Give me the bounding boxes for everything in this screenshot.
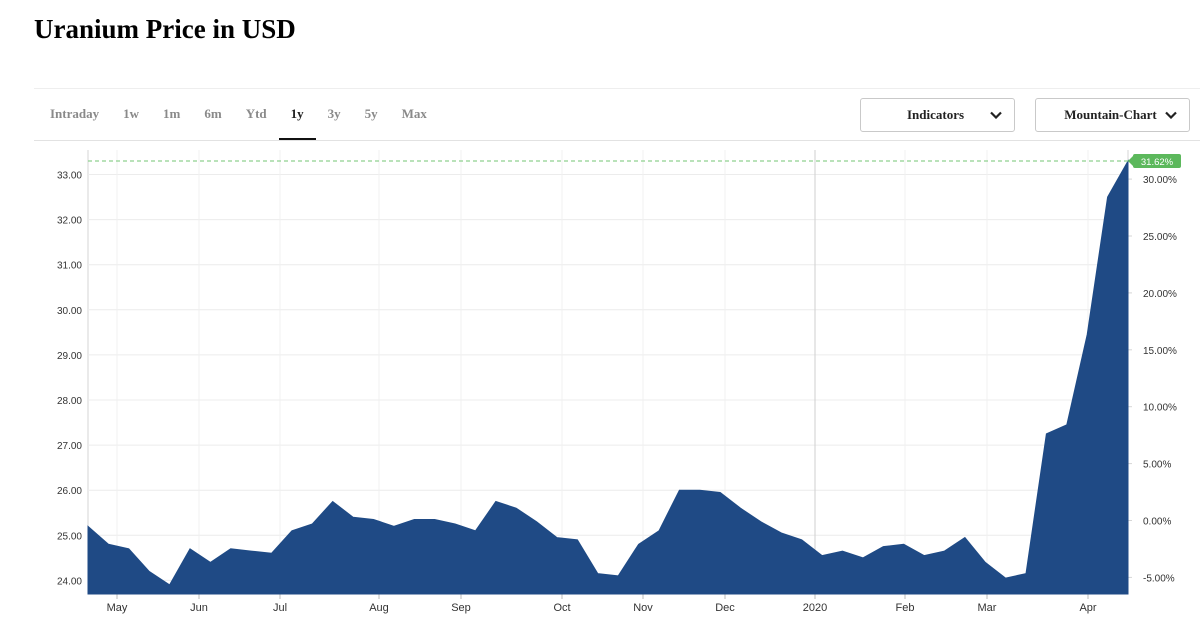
y2-tick-label: 20.00% bbox=[1143, 289, 1177, 300]
y-tick-label: 32.00 bbox=[57, 216, 82, 227]
y-tick-label: 26.00 bbox=[57, 486, 82, 497]
tab-1y[interactable]: 1y bbox=[278, 90, 316, 140]
y2-tick-label: 5.00% bbox=[1143, 460, 1171, 471]
indicators-dropdown[interactable]: Indicators bbox=[860, 98, 1015, 132]
y-tick-label: 33.00 bbox=[57, 171, 82, 182]
tab-5y[interactable]: 5y bbox=[364, 106, 378, 121]
toolbar-top-divider bbox=[34, 88, 1200, 89]
tab-intraday[interactable]: Intraday bbox=[50, 106, 100, 121]
x-tick-label: Sep bbox=[451, 602, 471, 614]
x-tick-label: Apr bbox=[1079, 602, 1096, 614]
change-badge-label: 31.62% bbox=[1141, 157, 1174, 168]
x-tick-label: Aug bbox=[369, 602, 389, 614]
y2-tick-label: 15.00% bbox=[1143, 346, 1177, 357]
y-tick-label: 25.00 bbox=[57, 531, 82, 542]
indicators-label: Indicators bbox=[906, 107, 965, 122]
change-badge-pointer bbox=[1128, 155, 1133, 166]
y-tick-label: 30.00 bbox=[57, 306, 82, 317]
chevron-down-icon bbox=[990, 111, 1002, 119]
tab-1w[interactable]: 1w bbox=[123, 106, 140, 121]
y-tick-label: 29.00 bbox=[57, 351, 82, 362]
y2-tick-label: 25.00% bbox=[1143, 232, 1177, 243]
page-title: Uranium Price in USD bbox=[34, 14, 296, 44]
x-tick-label: Dec bbox=[715, 602, 735, 614]
x-tick-label: Jun bbox=[190, 602, 208, 614]
y-tick-label: 31.00 bbox=[57, 261, 82, 272]
tab-max[interactable]: Max bbox=[401, 106, 427, 121]
toolbar-bottom-divider bbox=[34, 140, 1200, 141]
x-tick-label: Nov bbox=[633, 602, 653, 614]
time-range-tabs: Intraday 1w 1m 6m Ytd 1y 3y 5y Max bbox=[38, 90, 439, 140]
chart-type-label: Mountain-Chart bbox=[1064, 107, 1157, 122]
y-tick-label: 28.00 bbox=[57, 396, 82, 407]
y2-tick-label: 10.00% bbox=[1143, 403, 1177, 414]
chart-type-dropdown[interactable]: Mountain-Chart bbox=[1035, 98, 1190, 132]
y2-tick-label: -5.00% bbox=[1143, 573, 1175, 584]
price-area bbox=[87, 159, 1129, 595]
tab-ytd[interactable]: Ytd bbox=[245, 106, 267, 121]
tab-1m[interactable]: 1m bbox=[163, 106, 181, 121]
x-tick-label: May bbox=[107, 602, 128, 614]
x-tick-label: Mar bbox=[978, 602, 997, 614]
x-tick-label: Feb bbox=[896, 602, 915, 614]
y-tick-label: 24.00 bbox=[57, 576, 82, 587]
tab-3y[interactable]: 3y bbox=[327, 106, 341, 121]
x-tick-label: 2020 bbox=[803, 602, 827, 614]
y-tick-label: 27.00 bbox=[57, 441, 82, 452]
tab-6m[interactable]: 6m bbox=[204, 106, 222, 121]
x-tick-label: Jul bbox=[273, 602, 287, 614]
change-badge bbox=[1133, 153, 1181, 168]
chevron-down-icon bbox=[1165, 111, 1177, 119]
y2-tick-label: 0.00% bbox=[1143, 517, 1171, 528]
x-tick-label: Oct bbox=[553, 602, 570, 614]
y2-tick-label: 30.00% bbox=[1143, 175, 1177, 186]
